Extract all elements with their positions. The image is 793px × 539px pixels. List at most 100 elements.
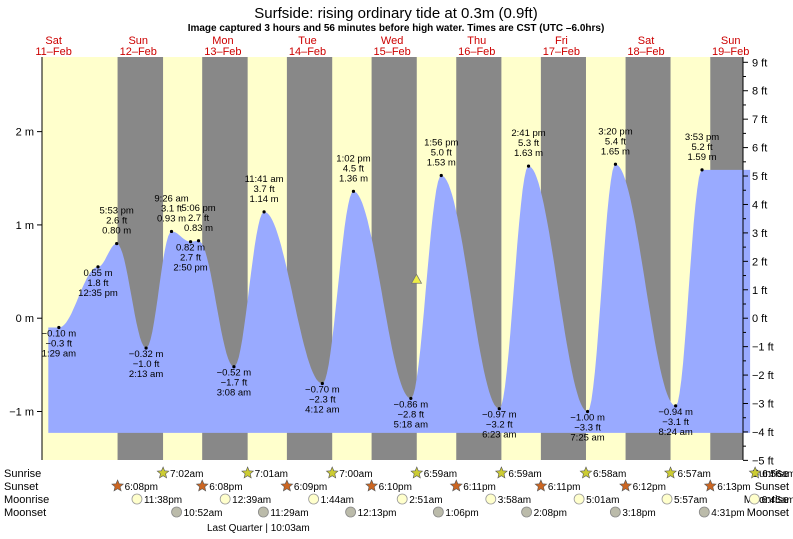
day-date: 15–Feb [373, 46, 410, 58]
day-date: 16–Feb [458, 46, 495, 58]
tide-label: 0.93 m [157, 213, 186, 224]
tide-label: −1.7 ft [221, 378, 248, 389]
tide-label: 1.53 m [427, 157, 456, 168]
right-tick-label: −2 ft [752, 370, 774, 382]
sunrise-icon [664, 466, 677, 479]
tide-point [320, 381, 324, 386]
tide-label: −1.0 ft [133, 359, 160, 370]
tide-label: 5.3 ft [518, 138, 539, 149]
tide-label: 1.63 m [514, 148, 543, 159]
sunrise-time: 6:59am [424, 469, 457, 480]
sunset-time: 6:08pm [125, 482, 158, 493]
sunrise-icon [494, 466, 508, 479]
tide-label: 2:41 pm [511, 128, 545, 139]
tide-label: 4.5 ft [343, 163, 364, 174]
right-tick-label: 0 ft [752, 313, 767, 325]
tide-label: 5.4 ft [605, 136, 626, 147]
tide-label: 1:29 am [42, 349, 76, 360]
tide-point [196, 239, 201, 243]
moonset-icon [432, 506, 444, 518]
tide-point [351, 189, 356, 193]
day-date: 12–Feb [120, 46, 157, 58]
row-label-left: Moonset [4, 507, 46, 519]
axes: 2 m 1 m 0 m −1 m 9 ft 8 ft 7 ft 6 ft 5 ft 4 ft 3 f… [9, 57, 774, 467]
tide-point [700, 168, 704, 172]
moonset-time: 1:06pm [445, 508, 478, 519]
moonrise-time: 1:44am [321, 495, 354, 506]
moonset-time: 11:29am [270, 508, 308, 519]
day-date: 19–Feb [712, 46, 749, 58]
moonrise-time: 5:57am [674, 495, 707, 506]
day-name: Sat [45, 35, 62, 47]
row-label-left: Sunset [4, 481, 38, 493]
moonset-icon [171, 506, 182, 518]
day-date: 13–Feb [204, 46, 241, 58]
moonset-time: 12:13pm [358, 508, 397, 519]
sunset-icon [365, 479, 379, 492]
sunset-time: 6:08pm [209, 482, 242, 493]
sunrise-time: 7:01am [255, 469, 288, 480]
sunset-icon [111, 479, 125, 492]
tide-label: 4:12 am [305, 405, 339, 416]
sunrise-icon [156, 466, 170, 479]
tide-label: 5.0 ft [431, 147, 452, 158]
right-tick-label: −3 ft [752, 399, 774, 411]
tide-label: −2.8 ft [397, 409, 424, 420]
sunrise-time: 6:58am [593, 469, 626, 480]
sunrise-icon [748, 466, 762, 479]
left-tick-label: 2 m [16, 127, 34, 139]
row-label-right: Moonset [747, 507, 789, 519]
tide-label: 1.65 m [601, 146, 630, 157]
moonrise-time: 3:58am [498, 495, 531, 506]
left-tick-label: 1 m [16, 220, 34, 232]
day-name: Sun [721, 35, 741, 47]
tide-label: −1.00 m [570, 412, 605, 423]
chart-subtitle: Image captured 3 hours and 56 minutes be… [188, 23, 605, 34]
tide-label: −3.1 ft [662, 417, 689, 428]
tide-label: −0.10 m [42, 329, 77, 340]
tide-label: 1.36 m [339, 173, 368, 184]
tide-label: −0.97 m [482, 410, 517, 421]
tide-label: −0.32 m [129, 349, 164, 360]
tide-label: 3:20 pm [598, 126, 632, 137]
moonrise-icon [219, 493, 231, 505]
tide-label: 9:26 am [154, 193, 188, 204]
moonrise-icon [396, 493, 408, 505]
moonrise-icon [308, 493, 320, 505]
moonrise-icon [661, 493, 673, 505]
tide-label: 1.14 m [250, 194, 279, 205]
tide-label: −0.52 m [217, 368, 252, 379]
tide-point [144, 346, 148, 350]
right-tick-label: 7 ft [752, 114, 767, 126]
right-tick-label: 3 ft [752, 228, 767, 240]
moonrise-icon [485, 493, 497, 505]
tide-point [585, 409, 590, 414]
sunrise-time: 7:02am [170, 469, 203, 480]
tide-label: 0.80 m [102, 226, 131, 237]
right-tick-label: −4 ft [752, 427, 774, 439]
sunset-time: 6:09pm [294, 482, 327, 493]
day-name: Wed [381, 35, 403, 47]
moonrise-icon [573, 493, 585, 505]
tide-label: 0.83 m [184, 223, 213, 234]
tide-label: −0.70 m [305, 385, 340, 396]
tide-label: 3:53 pm [685, 132, 719, 143]
moonset-time: 4:31pm [711, 508, 744, 519]
day-name: Sun [128, 35, 148, 47]
day-name: Mon [212, 35, 233, 47]
moonrise-icon [131, 493, 143, 505]
tide-label: −2.3 ft [309, 395, 336, 406]
sunrise-time: 6:59am [508, 469, 541, 480]
right-tick-label: 6 ft [752, 143, 767, 155]
tide-label: −0.3 ft [46, 339, 73, 350]
tide-label: 6:23 am [482, 430, 516, 441]
moonset-icon [521, 506, 532, 518]
tide-point [674, 404, 678, 408]
tide-point [169, 229, 174, 234]
tide-label: −0.86 m [394, 399, 429, 410]
tide-label: −0.94 m [658, 407, 693, 418]
tide-label: 2:50 pm [173, 263, 207, 274]
right-tick-label: 4 ft [752, 199, 767, 211]
